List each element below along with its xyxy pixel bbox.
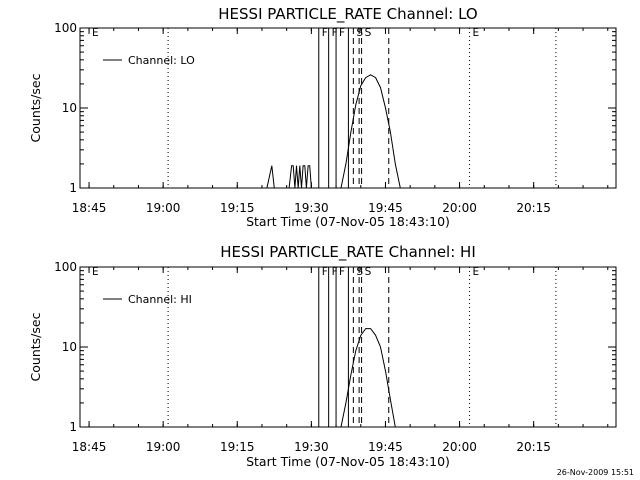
x-tick-label: 20:00 bbox=[442, 201, 477, 215]
x-tick-label: 20:15 bbox=[516, 440, 551, 454]
event-marker-label: E bbox=[472, 27, 479, 39]
legend-label: Channel: HI bbox=[128, 293, 192, 306]
series-line bbox=[340, 328, 396, 428]
y-axis-label: Counts/sec bbox=[28, 73, 43, 142]
x-axis-label: Start Time (07-Nov-05 18:43:10) bbox=[246, 214, 450, 229]
y-tick-label: 10 bbox=[62, 340, 77, 354]
x-tick-label: 19:00 bbox=[146, 440, 181, 454]
chart-title: HESSI PARTICLE_RATE Channel: HI bbox=[220, 243, 476, 262]
x-tick-label: 19:00 bbox=[146, 201, 181, 215]
x-tick-label: 19:30 bbox=[294, 440, 329, 454]
y-axis-label: Counts/sec bbox=[28, 312, 43, 381]
x-axis-label: Start Time (07-Nov-05 18:43:10) bbox=[246, 454, 450, 469]
panel-lo: HESSI PARTICLE_RATE Channel: LO 18:45 19:0… bbox=[28, 5, 617, 229]
y-tick-label: 100 bbox=[54, 21, 77, 35]
x-tick-label: 18:45 bbox=[72, 440, 107, 454]
panel-hi: HESSI PARTICLE_RATE Channel: HI 18:45 19:0… bbox=[28, 243, 617, 469]
x-tick-label: 19:15 bbox=[220, 201, 255, 215]
event-marker-label: F bbox=[339, 266, 345, 278]
event-marker-label: S bbox=[365, 27, 372, 39]
event-marker-label: E bbox=[472, 266, 479, 278]
x-tick-label: 18:45 bbox=[72, 201, 107, 215]
y-tick-label: 100 bbox=[54, 260, 77, 274]
x-tick-label: 19:15 bbox=[220, 440, 255, 454]
event-marker-label: S bbox=[365, 266, 372, 278]
event-marker-label: F bbox=[339, 27, 345, 39]
x-tick-label: 19:30 bbox=[294, 201, 329, 215]
event-marker-label: F bbox=[332, 266, 338, 278]
event-marker-label: S bbox=[356, 266, 363, 278]
x-tick-label: 20:15 bbox=[516, 201, 551, 215]
event-marker-label: S bbox=[356, 27, 363, 39]
footer-timestamp: 26-Nov-2009 15:51 bbox=[556, 468, 634, 477]
y-tick-label: 10 bbox=[62, 101, 77, 115]
y-tick-label: 1 bbox=[69, 420, 77, 434]
event-marker-label: E bbox=[92, 266, 99, 278]
x-tick-label: 20:00 bbox=[442, 440, 477, 454]
chart-title: HESSI PARTICLE_RATE Channel: LO bbox=[218, 5, 477, 24]
y-tick-label: 1 bbox=[69, 181, 77, 195]
x-tick-label: 19:45 bbox=[368, 440, 403, 454]
event-marker-label: F bbox=[322, 27, 328, 39]
event-marker-label: F bbox=[332, 27, 338, 39]
event-marker-label: F bbox=[322, 266, 328, 278]
series-line bbox=[266, 74, 401, 189]
event-marker-label: E bbox=[92, 27, 99, 39]
x-tick-label: 19:45 bbox=[368, 201, 403, 215]
legend-label: Channel: LO bbox=[128, 54, 195, 67]
